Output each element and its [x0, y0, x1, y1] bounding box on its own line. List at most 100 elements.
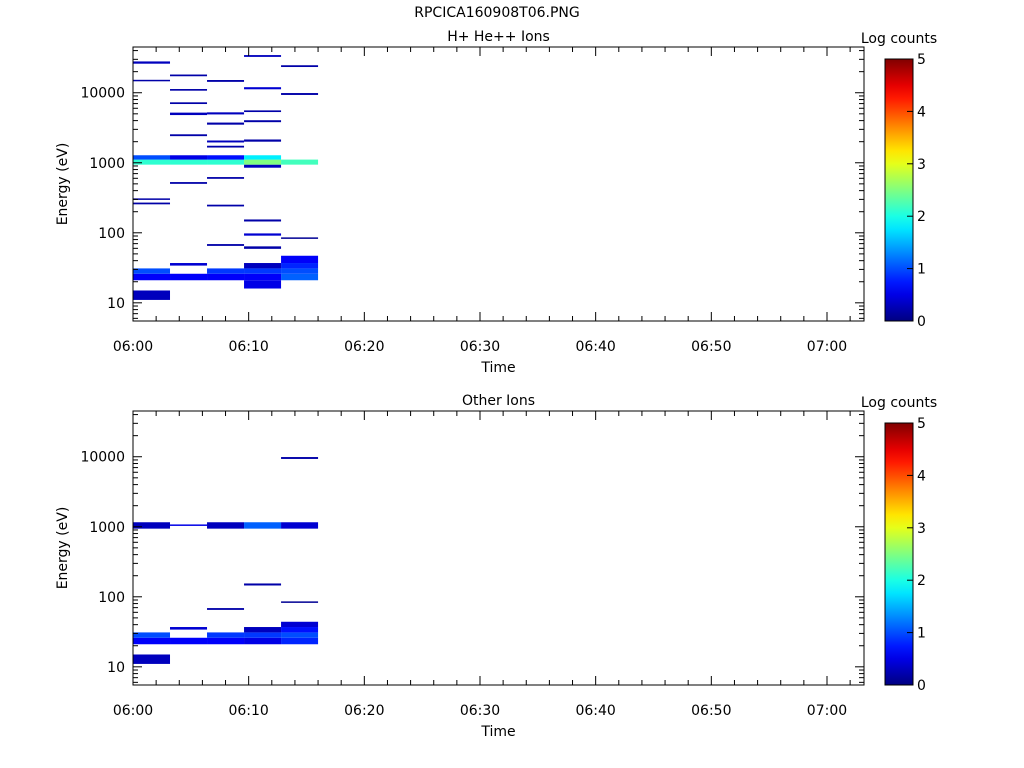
y-tick-label: 1000 — [89, 156, 125, 172]
spectrogram-cell — [244, 139, 282, 142]
spectrogram-cell — [207, 608, 245, 610]
spectrogram-cell — [133, 61, 171, 64]
colorbar-tick-label: 4 — [917, 104, 926, 120]
spectrogram-cell — [244, 627, 282, 633]
spectrogram-cell — [207, 244, 245, 246]
x-tick-label: 06:20 — [344, 703, 384, 719]
y-axis-label: Energy (eV) — [55, 507, 71, 590]
x-tick-label: 06:50 — [691, 703, 731, 719]
spectrogram-cells — [133, 457, 319, 664]
spectrogram-cell — [133, 654, 171, 664]
y-tick-label: 100 — [98, 590, 125, 606]
x-tick-label: 06:10 — [228, 703, 268, 719]
spectrogram-cell — [244, 219, 282, 222]
colorbar-tick-label: 2 — [917, 209, 926, 225]
colorbar-tick-label: 0 — [917, 314, 926, 330]
spectrogram-cell — [170, 524, 208, 526]
colorbar — [884, 58, 914, 322]
spectrogram-cell — [207, 632, 245, 638]
spectrogram-cell — [244, 55, 282, 57]
spectrogram-cell — [207, 177, 245, 179]
spectrogram-cell — [244, 632, 282, 638]
colorbar-tick-label: 4 — [917, 468, 926, 484]
spectrogram-cell — [281, 263, 319, 269]
spectrogram-cell — [281, 637, 319, 645]
spectrogram-cell — [133, 637, 171, 645]
x-tick-label: 06:00 — [113, 703, 153, 719]
x-tick-label: 06:30 — [460, 703, 500, 719]
spectrogram-cell — [244, 522, 282, 529]
colorbar — [884, 422, 914, 686]
spectrogram-cell — [244, 246, 282, 249]
spectrogram-cell — [281, 65, 319, 68]
spectrogram-cell — [170, 74, 208, 77]
x-tick-label: 06:20 — [344, 339, 384, 355]
spectrogram-cell — [170, 134, 208, 137]
spectrogram-cell — [281, 237, 319, 239]
spectrogram-cell — [244, 583, 282, 586]
spectrogram-cell — [133, 522, 171, 529]
figure-title: RPCICA160908T06.PNG — [414, 5, 580, 21]
spectrogram-cell — [170, 89, 208, 91]
panel-title: Other Ions — [462, 393, 535, 409]
spectrogram-cell — [244, 268, 282, 274]
y-tick-label: 10 — [107, 296, 125, 312]
spectrogram-cell — [281, 268, 319, 274]
x-tick-label: 06:10 — [228, 339, 268, 355]
spectrogram-cell — [281, 632, 319, 638]
spectrogram-cell — [133, 202, 171, 205]
spectrogram-cell — [244, 233, 282, 236]
colorbar-tick-label: 3 — [917, 521, 926, 537]
spectrogram-cell — [133, 155, 171, 160]
spectrogram-cell — [244, 159, 282, 165]
x-tick-label: 06:30 — [460, 339, 500, 355]
spectrogram-cell — [207, 122, 245, 125]
colorbar-tick-label: 5 — [917, 416, 926, 432]
spectrogram-cell — [281, 159, 319, 165]
spectrogram-cell — [244, 110, 282, 113]
x-tick-label: 07:00 — [807, 339, 847, 355]
spectrogram-cell — [133, 290, 171, 300]
colorbar-tick-label: 1 — [917, 262, 926, 278]
spectrogram-cell — [281, 627, 319, 633]
spectrogram-cell — [133, 273, 171, 281]
spectrogram-cell — [244, 637, 282, 645]
spectrogram-cell — [170, 637, 208, 645]
spectrogram-cell — [207, 155, 245, 160]
spectrogram-cell — [207, 268, 245, 274]
colorbar-tick-label: 1 — [917, 626, 926, 642]
spectrogram-cell — [170, 273, 208, 281]
spectrogram-cell — [244, 164, 282, 168]
spectrogram-cell — [207, 140, 245, 143]
colorbar-tick-label: 0 — [917, 678, 926, 694]
spectrogram-cell — [170, 263, 208, 266]
spectrogram-cell — [207, 112, 245, 115]
spectrogram-cell — [281, 273, 319, 281]
spectrogram-cell — [170, 627, 208, 630]
x-tick-label: 06:40 — [575, 339, 615, 355]
spectrogram-cell — [207, 637, 245, 645]
y-tick-label: 100 — [98, 226, 125, 242]
spectrogram-cell — [133, 159, 171, 165]
colorbar-tick-label: 3 — [917, 157, 926, 173]
spectrogram-cell — [281, 93, 319, 95]
y-tick-label: 10 — [107, 660, 125, 676]
spectrogram-cell — [170, 182, 208, 184]
spectrogram-cell — [207, 273, 245, 281]
colorbar-tick-label: 2 — [917, 573, 926, 589]
spectrogram-cell — [207, 159, 245, 165]
spectrogram-cell — [281, 255, 319, 264]
spectrogram-cell — [244, 263, 282, 269]
spectrogram-cell — [170, 112, 208, 116]
spectrogram-cell — [133, 198, 171, 200]
colorbar-label: Log counts — [861, 395, 937, 411]
spectrogram-cell — [170, 102, 208, 105]
y-axis-label: Energy (eV) — [55, 143, 71, 226]
spectrogram-cell — [281, 621, 319, 628]
spectrogram-cell — [244, 120, 282, 123]
spectrogram-cell — [207, 145, 245, 148]
x-tick-label: 06:00 — [113, 339, 153, 355]
x-axis-label: Time — [480, 724, 515, 740]
